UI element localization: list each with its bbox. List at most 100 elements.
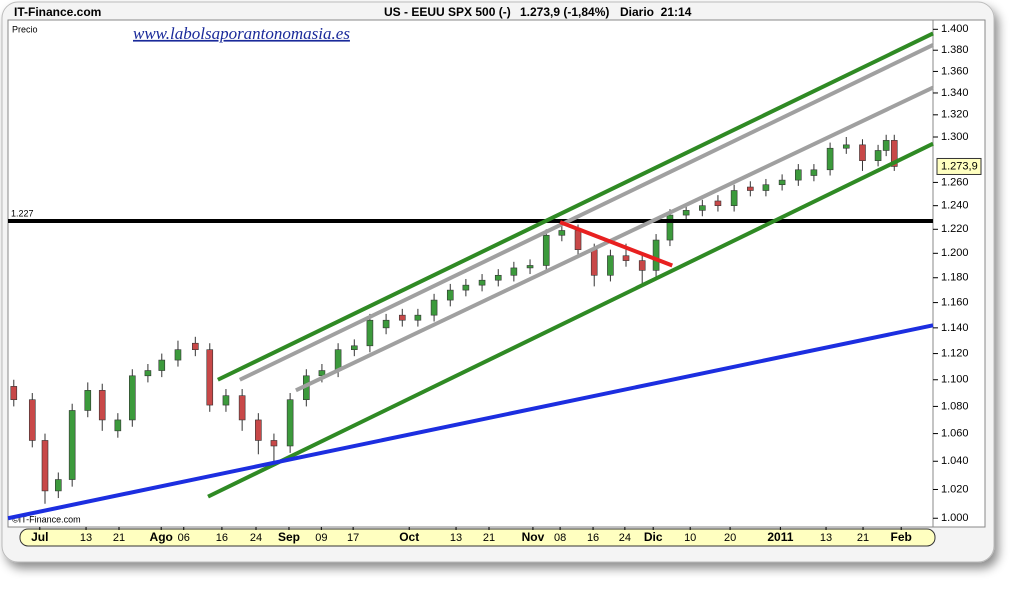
candle-body (350, 345, 358, 350)
y-tick-label: 1.340 (941, 87, 969, 99)
trend-line (7, 323, 934, 521)
candle-body (714, 200, 722, 206)
y-tick-label: 1.180 (941, 272, 969, 284)
trend-line (238, 43, 934, 382)
candle-body (286, 399, 294, 447)
x-tick-label: Jul (31, 530, 48, 544)
candle-body (206, 349, 214, 406)
candle-body (747, 186, 754, 191)
candle-body (699, 205, 706, 211)
candle-body (128, 375, 136, 421)
candle-body (682, 210, 690, 216)
candle-body (652, 239, 660, 271)
candle-body (622, 255, 630, 261)
y-tick-label: 1.260 (941, 176, 969, 188)
y-tick-label: 1.140 (941, 322, 969, 334)
candle-body (590, 249, 598, 276)
x-tick-label: 17 (347, 532, 359, 544)
candle-body (778, 179, 786, 186)
x-tick-label: 2011 (767, 530, 793, 544)
x-tick-label: 24 (619, 532, 631, 544)
candle-body (666, 214, 674, 241)
candle-body (607, 255, 614, 276)
candle-body (558, 230, 566, 236)
x-tick-label: Feb (891, 530, 912, 544)
instrument: US - EEUU SPX 500 (-) (384, 5, 511, 19)
candle-body (462, 284, 470, 291)
y-tick-label: 1.020 (941, 483, 969, 495)
y-tick-label: 1.160 (941, 296, 969, 308)
candle-body (478, 279, 486, 286)
copyright: ©IT-Finance.com (12, 514, 81, 524)
candle-body (794, 169, 802, 181)
candle-body (28, 399, 36, 441)
x-tick-label: 21 (113, 532, 125, 544)
candle-body (890, 140, 898, 167)
y-tick-label: 1.240 (941, 200, 969, 212)
candle-body (270, 440, 278, 447)
trend-line (559, 220, 673, 268)
y-tick-label: 1.060 (941, 427, 969, 439)
x-tick-label: Ago (150, 530, 173, 544)
candle-body (41, 440, 49, 492)
candle-body (98, 390, 106, 421)
candle-body (114, 419, 122, 432)
candle-body (430, 299, 438, 316)
candle-body (10, 386, 18, 401)
y-tick-label: 1.000 (941, 512, 969, 524)
hline-label: 1.227 (11, 208, 34, 218)
candle-body (494, 274, 502, 281)
y-axis-area (932, 19, 986, 528)
candle-body (574, 230, 582, 250)
candle-body (446, 289, 454, 301)
watermark: www.labolsaporantonomasia.es (133, 24, 350, 43)
x-tick-label: 16 (587, 532, 599, 544)
x-tick-label: 16 (216, 532, 228, 544)
x-tick-label: Nov (522, 530, 545, 544)
y-tick-label: 1.220 (941, 223, 969, 235)
x-tick-label: 24 (250, 532, 262, 544)
trend-line (295, 85, 934, 393)
source: IT-Finance.com (14, 5, 101, 19)
y-tick-label: 1.080 (941, 400, 969, 412)
x-tick-label: Sep (278, 530, 300, 544)
candle-body (144, 370, 152, 377)
candle-body (510, 267, 518, 276)
candle-body (398, 314, 406, 321)
candle-body (366, 319, 374, 347)
x-tick-label: Oct (399, 530, 419, 544)
y-tick-label: 1.380 (941, 44, 969, 56)
candle-body (810, 169, 818, 176)
last-price-tag (936, 157, 982, 175)
candle-body (222, 395, 230, 406)
x-tick-label: 13 (450, 532, 462, 544)
quote: 1.273,9 (-1,84%) (520, 5, 609, 19)
x-tick-label: 06 (178, 532, 190, 544)
candle-body (859, 144, 866, 161)
y-tick-label: 1.200 (941, 247, 969, 259)
plot-area (7, 19, 934, 528)
y-tick-label: 1.100 (941, 374, 969, 386)
x-tick-label: 21 (483, 532, 495, 544)
candle-body (84, 390, 92, 411)
candle-body (638, 260, 646, 271)
period: Diario 21:14 (620, 5, 692, 19)
x-tick-label: 10 (684, 532, 696, 544)
candle-body (255, 419, 262, 441)
candle-body (842, 144, 850, 149)
x-tick-label: 09 (315, 532, 327, 544)
y-label: Precio (12, 24, 38, 34)
candle-body (526, 265, 534, 269)
candle-body (174, 349, 182, 361)
x-tick-label: 21 (857, 532, 869, 544)
y-tick-label: 1.120 (941, 347, 969, 359)
y-tick-label: 1.300 (941, 131, 969, 143)
y-tick-label: 1.040 (941, 455, 969, 467)
candle-body (382, 319, 390, 329)
last-price-label: 1.273,9 (941, 160, 978, 172)
candle-body (874, 150, 882, 161)
x-tick-label: 13 (80, 532, 92, 544)
x-axis-band (19, 528, 936, 547)
candle-body (238, 395, 246, 421)
